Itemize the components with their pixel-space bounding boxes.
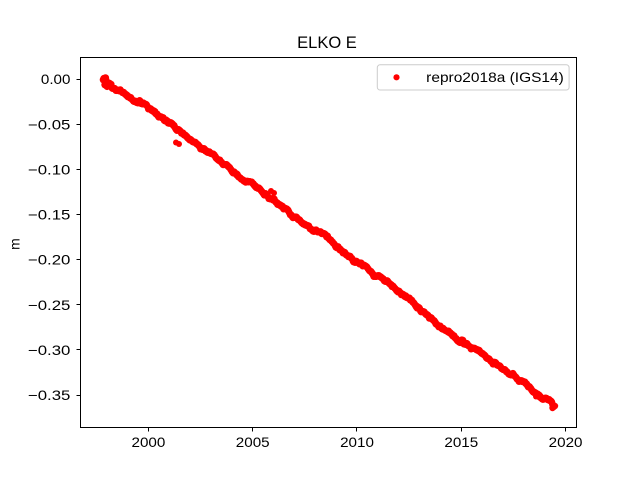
svg-text:0.00: 0.00	[41, 71, 71, 87]
svg-text:2005: 2005	[236, 434, 270, 450]
svg-text:−0.30: −0.30	[28, 342, 71, 358]
svg-text:2010: 2010	[340, 434, 374, 450]
svg-text:ELKO E: ELKO E	[297, 33, 357, 52]
svg-text:−0.35: −0.35	[28, 387, 71, 403]
svg-text:−0.15: −0.15	[28, 207, 71, 223]
svg-text:−0.10: −0.10	[28, 161, 71, 177]
svg-text:−0.25: −0.25	[28, 297, 71, 313]
svg-text:−0.20: −0.20	[28, 252, 71, 268]
svg-text:2020: 2020	[549, 434, 583, 450]
svg-text:repro2018a (IGS14): repro2018a (IGS14)	[426, 69, 564, 85]
svg-text:m: m	[7, 238, 23, 250]
svg-text:2000: 2000	[132, 434, 166, 450]
svg-text:−0.05: −0.05	[28, 116, 71, 132]
svg-text:2015: 2015	[444, 434, 478, 450]
